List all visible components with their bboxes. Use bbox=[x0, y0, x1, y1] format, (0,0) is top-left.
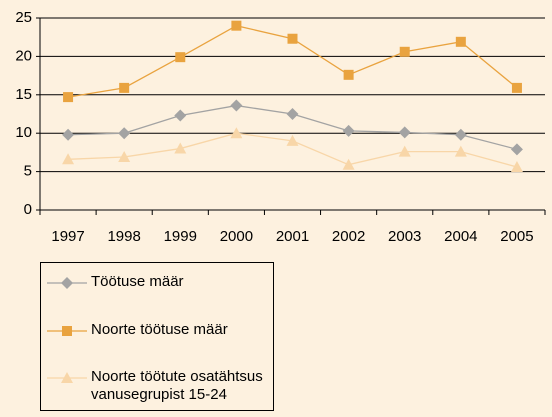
marker bbox=[174, 142, 187, 154]
x-tick-label: 1998 bbox=[107, 228, 140, 245]
x-tick-label: 2005 bbox=[500, 228, 533, 245]
x-tick-label: 2000 bbox=[220, 228, 253, 245]
x-tick-label: 2002 bbox=[332, 228, 365, 245]
marker bbox=[118, 151, 131, 163]
marker bbox=[119, 82, 130, 93]
marker bbox=[398, 145, 411, 157]
marker bbox=[61, 277, 73, 289]
x-tick-label: 1999 bbox=[164, 228, 197, 245]
x-tick-label: 2001 bbox=[276, 228, 309, 245]
marker bbox=[62, 153, 75, 165]
marker bbox=[231, 20, 242, 31]
y-tick-label: 20 bbox=[15, 47, 32, 64]
marker bbox=[118, 127, 131, 140]
legend-swatch bbox=[47, 326, 87, 336]
marker bbox=[510, 160, 523, 172]
marker bbox=[61, 372, 73, 383]
marker bbox=[342, 124, 355, 137]
y-tick-label: 5 bbox=[24, 163, 32, 180]
marker bbox=[343, 69, 354, 80]
marker bbox=[399, 46, 410, 57]
y-tick-label: 10 bbox=[15, 124, 32, 141]
marker bbox=[398, 126, 411, 139]
marker bbox=[286, 108, 299, 120]
legend-label: Noorte töötute osatähtsus vanusegrupist … bbox=[91, 368, 263, 403]
y-tick-label: 0 bbox=[24, 201, 32, 218]
marker bbox=[511, 82, 522, 93]
marker bbox=[454, 145, 467, 157]
x-tick-label: 2003 bbox=[388, 228, 421, 245]
legend-label: Noorte töötuse määr bbox=[91, 321, 228, 338]
marker bbox=[174, 109, 187, 122]
marker bbox=[62, 128, 75, 141]
marker bbox=[286, 134, 299, 146]
marker bbox=[342, 158, 355, 170]
marker bbox=[175, 52, 186, 63]
marker bbox=[455, 36, 466, 47]
marker bbox=[510, 143, 523, 156]
marker bbox=[454, 128, 467, 141]
marker bbox=[287, 33, 298, 44]
legend-swatch bbox=[47, 277, 87, 289]
marker bbox=[63, 92, 74, 103]
marker bbox=[230, 127, 243, 139]
legend: Töötuse määr Noorte töötuse määr Noorte tö… bbox=[40, 262, 274, 411]
marker bbox=[230, 99, 243, 112]
legend-label: Töötuse määr bbox=[91, 273, 184, 290]
x-tick-label: 2004 bbox=[444, 228, 477, 245]
x-tick-label: 1997 bbox=[51, 228, 84, 245]
marker bbox=[62, 326, 72, 336]
y-tick-label: 25 bbox=[15, 9, 32, 26]
y-tick-label: 15 bbox=[15, 86, 32, 103]
legend-swatch bbox=[47, 372, 87, 383]
